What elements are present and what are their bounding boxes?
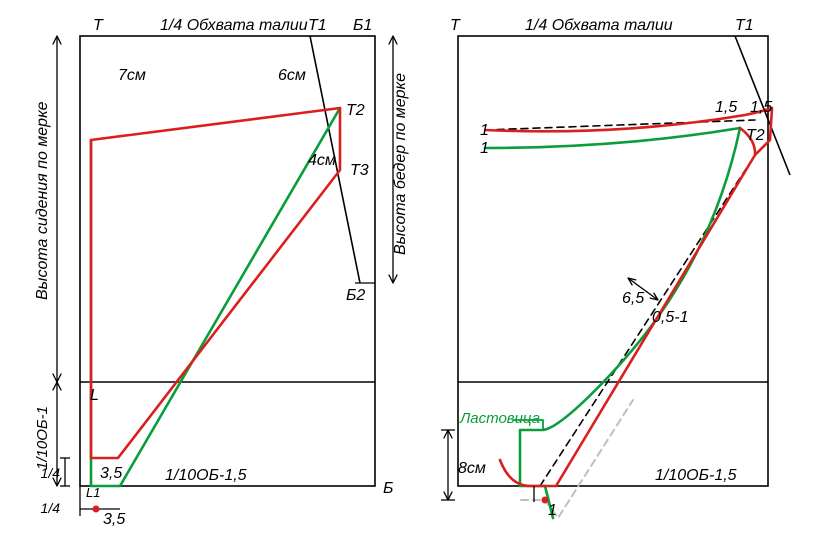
svg-text:Т: Т bbox=[450, 17, 461, 34]
svg-text:Б: Б bbox=[383, 480, 393, 497]
svg-text:1/4: 1/4 bbox=[41, 500, 61, 516]
svg-text:1/4 Обхвата талии: 1/4 Обхвата талии bbox=[160, 17, 308, 34]
svg-text:4см: 4см bbox=[308, 152, 336, 169]
svg-text:1/10ОБ-1,5: 1/10ОБ-1,5 bbox=[165, 467, 247, 484]
svg-text:1: 1 bbox=[480, 122, 489, 139]
svg-text:1/4 Обхвата талии: 1/4 Обхвата талии bbox=[525, 17, 673, 34]
svg-text:Б2: Б2 bbox=[346, 287, 365, 304]
svg-text:0,5-1: 0,5-1 bbox=[652, 309, 688, 326]
svg-text:Т2: Т2 bbox=[746, 127, 765, 144]
svg-text:Т2: Т2 bbox=[346, 102, 365, 119]
svg-text:1: 1 bbox=[480, 140, 489, 157]
svg-text:L: L bbox=[90, 387, 99, 404]
svg-text:L1: L1 bbox=[86, 485, 100, 500]
svg-text:Ластовица: Ластовица bbox=[459, 410, 540, 427]
svg-text:1/10ОБ-1,5: 1/10ОБ-1,5 bbox=[655, 467, 737, 484]
svg-text:6,5: 6,5 bbox=[622, 290, 644, 307]
svg-text:Высота бедер по мерке: Высота бедер по мерке bbox=[392, 73, 409, 255]
svg-text:Т1: Т1 bbox=[308, 17, 327, 34]
svg-text:1,5: 1,5 bbox=[715, 99, 737, 116]
svg-text:Т1: Т1 bbox=[735, 17, 754, 34]
svg-text:Высота сидения по мерке: Высота сидения по мерке bbox=[34, 101, 51, 300]
svg-text:7см: 7см bbox=[118, 67, 146, 84]
svg-text:1/10ОБ-1: 1/10ОБ-1 bbox=[34, 406, 51, 470]
svg-text:6см: 6см bbox=[278, 67, 306, 84]
svg-text:3,5: 3,5 bbox=[103, 511, 125, 528]
svg-text:3,5: 3,5 bbox=[100, 465, 122, 482]
svg-text:Т3: Т3 bbox=[350, 162, 369, 179]
svg-text:1: 1 bbox=[548, 502, 557, 519]
svg-text:Т: Т bbox=[93, 17, 104, 34]
svg-text:Б1: Б1 bbox=[353, 17, 372, 34]
svg-text:8см: 8см bbox=[458, 460, 486, 477]
svg-text:1,5: 1,5 bbox=[750, 99, 772, 116]
